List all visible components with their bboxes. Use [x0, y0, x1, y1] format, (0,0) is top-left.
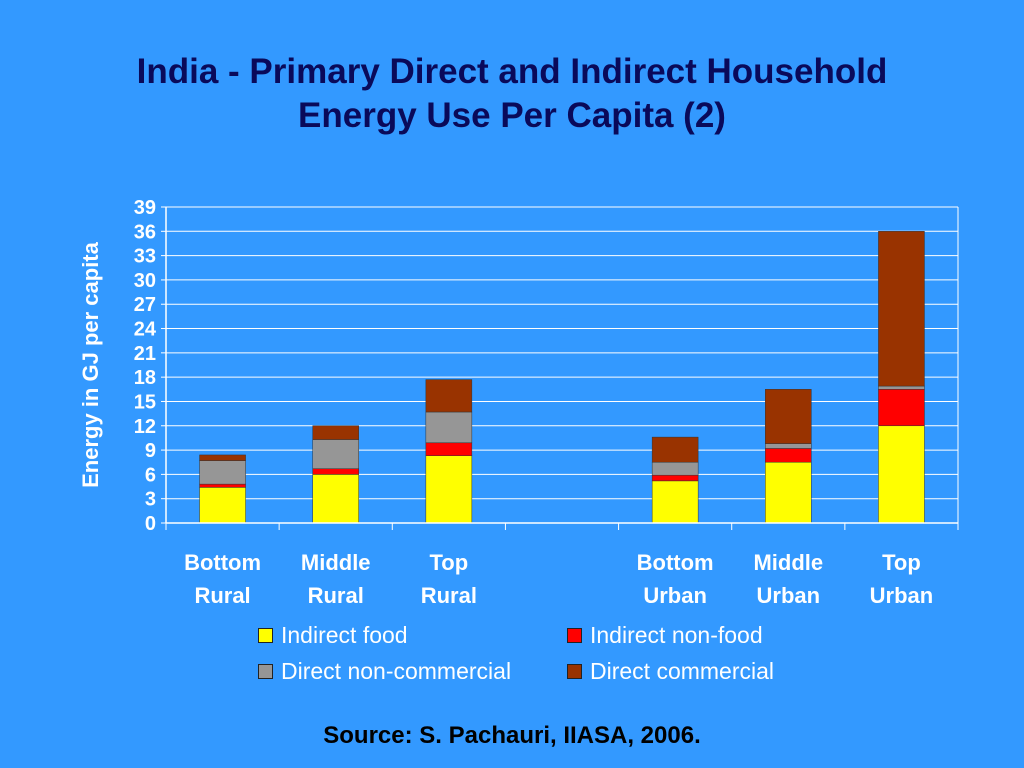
- bar-segment: [199, 487, 246, 524]
- bars: [199, 231, 925, 524]
- source-note: Source: S. Pachauri, IIASA, 2006.: [323, 722, 701, 749]
- x-tick-label: Rural: [421, 583, 477, 608]
- bar-segment: [312, 474, 359, 524]
- bar-segment: [199, 483, 246, 488]
- y-tick-label: 18: [134, 367, 156, 389]
- legend-item: Indirect non-food: [567, 622, 763, 649]
- legend-label: Direct non-commercial: [281, 658, 512, 684]
- x-tick-label: Middle: [301, 550, 371, 575]
- bar-segment: [425, 442, 473, 456]
- bar-segment: [878, 389, 925, 427]
- x-tick-label: Urban: [643, 583, 707, 608]
- legend-swatch: [567, 664, 582, 679]
- legend-label: Indirect non-food: [590, 622, 763, 648]
- bar-segment: [765, 443, 812, 449]
- bar-segment: [651, 436, 699, 463]
- bar-segment: [651, 480, 699, 524]
- legend-label: Direct commercial: [590, 658, 775, 684]
- y-tick-label: 24: [134, 319, 157, 341]
- bar-segment: [312, 468, 359, 475]
- y-tick-label: 39: [134, 197, 156, 219]
- bar-segment: [765, 448, 812, 463]
- bar-segment: [651, 474, 699, 482]
- bar-segment: [425, 455, 473, 524]
- legend-item: Direct non-commercial: [258, 658, 511, 685]
- bar-segment: [312, 425, 359, 440]
- axis-labels: 036912151821242730333639BottomRuralMiddl…: [134, 197, 933, 608]
- y-axis-title: Energy in GJ per capita: [78, 241, 103, 488]
- bar-segment: [878, 231, 925, 387]
- bar-segment: [425, 411, 473, 444]
- y-tick-label: 0: [145, 513, 156, 535]
- axes: [161, 206, 959, 530]
- legend-swatch: [258, 664, 273, 679]
- x-tick-label: Urban: [757, 583, 821, 608]
- gridlines: [166, 206, 958, 500]
- x-tick-label: Rural: [194, 583, 250, 608]
- x-tick-label: Top: [430, 550, 469, 575]
- title-line-1: India - Primary Direct and Indirect Hous…: [136, 52, 888, 91]
- y-tick-label: 12: [134, 416, 156, 438]
- stacked-bar-chart: 036912151821242730333639BottomRuralMiddl…: [78, 197, 959, 608]
- bar-segment: [878, 425, 925, 524]
- bar-segment: [312, 439, 359, 469]
- x-tick-label: Top: [882, 550, 921, 575]
- bar-segment: [199, 460, 246, 485]
- x-tick-label: Bottom: [637, 550, 714, 575]
- x-tick-label: Bottom: [184, 550, 261, 575]
- legend-swatch: [258, 628, 273, 643]
- bar-segment: [199, 454, 246, 461]
- y-tick-label: 33: [134, 246, 156, 268]
- x-tick-label: Middle: [753, 550, 823, 575]
- bar-segment: [651, 461, 699, 476]
- slide-title: India - Primary Direct and Indirect Hous…: [40, 50, 984, 138]
- y-tick-label: 6: [145, 464, 156, 486]
- bar-segment: [425, 379, 473, 413]
- bar-segment: [765, 389, 812, 444]
- x-tick-label: Rural: [308, 583, 364, 608]
- legend-item: Direct commercial: [567, 658, 774, 685]
- y-tick-label: 27: [134, 294, 156, 316]
- legend-label: Indirect food: [281, 622, 408, 648]
- bar-segment: [765, 461, 812, 524]
- title-line-2: Energy Use Per Capita (2): [298, 96, 726, 135]
- y-tick-label: 21: [134, 343, 156, 365]
- y-tick-label: 9: [145, 440, 156, 462]
- y-tick-label: 3: [145, 489, 156, 511]
- x-tick-label: Urban: [870, 583, 934, 608]
- bar-segment: [878, 385, 925, 390]
- y-tick-label: 15: [134, 391, 156, 413]
- legend-item: Indirect food: [258, 622, 408, 649]
- legend-swatch: [567, 628, 582, 643]
- y-tick-label: 30: [134, 270, 156, 292]
- y-tick-label: 36: [134, 221, 156, 243]
